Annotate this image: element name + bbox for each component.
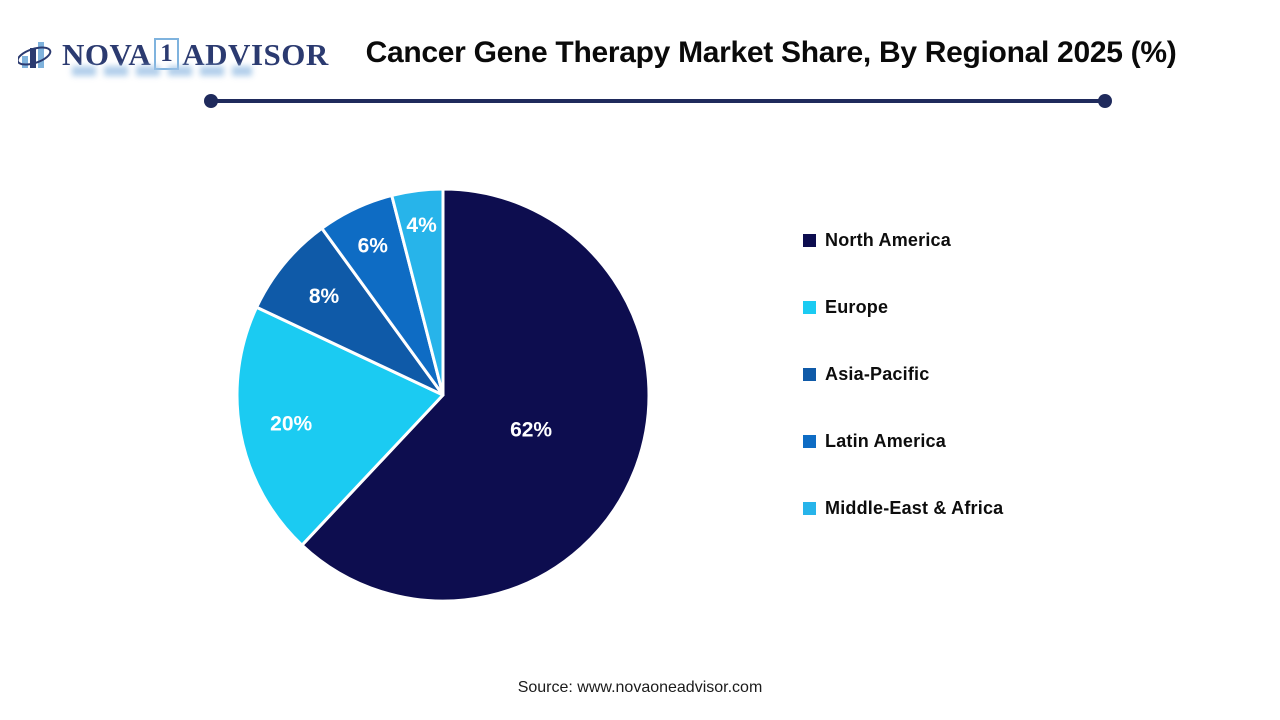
legend-swatch-middle-east-africa (803, 501, 816, 515)
chart-title: Cancer Gene Therapy Market Share, By Reg… (365, 36, 1177, 69)
divider-endpoint-dot-left (204, 94, 218, 108)
chart-legend: North America Europe Asia-Pacific Latin Ame… (803, 230, 1003, 565)
slice-label-latin-america: 6% (358, 234, 389, 257)
legend-item-europe: Europe (803, 297, 1003, 317)
legend-item-latin-america: Latin America (803, 431, 1003, 451)
legend-swatch-europe (803, 300, 816, 314)
pie-slice-asia-pacific (255, 226, 445, 397)
legend-item-middle-east-africa: Middle-East & Africa (803, 498, 1003, 518)
legend-item-north-america: North America (803, 230, 1003, 250)
legend-label-latin-america: Latin America (825, 430, 946, 451)
brand-name-prefix: NOVA (62, 36, 152, 72)
legend-label-europe: Europe (825, 296, 889, 317)
divider-endpoint-dot-right (1098, 94, 1112, 108)
legend-swatch-north-america (803, 233, 816, 247)
legend-swatch-latin-america (803, 434, 816, 448)
brand-tagline-blurred (72, 66, 252, 76)
legend-label-middle-east-africa: Middle-East & Africa (825, 497, 1004, 518)
pie-slice-middle-east-africa (390, 187, 445, 397)
slice-label-north-america: 62% (510, 418, 552, 441)
slice-label-asia-pacific: 8% (309, 285, 340, 308)
slice-label-middle-east-africa: 4% (406, 214, 437, 237)
legend-item-asia-pacific: Asia-Pacific (803, 364, 1003, 384)
title-divider-line (211, 99, 1105, 103)
source-attribution: Source: www.novaoneadvisor.com (517, 679, 763, 696)
bar-chart-swoosh-icon (18, 42, 52, 68)
pie-slice-europe (235, 305, 445, 547)
pie-slice-north-america (300, 187, 651, 603)
legend-label-north-america: North America (825, 229, 951, 250)
brand-name-suffix: ADVISOR (182, 36, 329, 72)
pie-chart: 62% 20% 8% 6% 4% (235, 187, 651, 603)
legend-label-asia-pacific: Asia-Pacific (825, 363, 930, 384)
brand-logo: NOVA 1 ADVISOR (18, 34, 329, 74)
slice-label-europe: 20% (270, 413, 312, 436)
legend-swatch-asia-pacific (803, 367, 816, 381)
